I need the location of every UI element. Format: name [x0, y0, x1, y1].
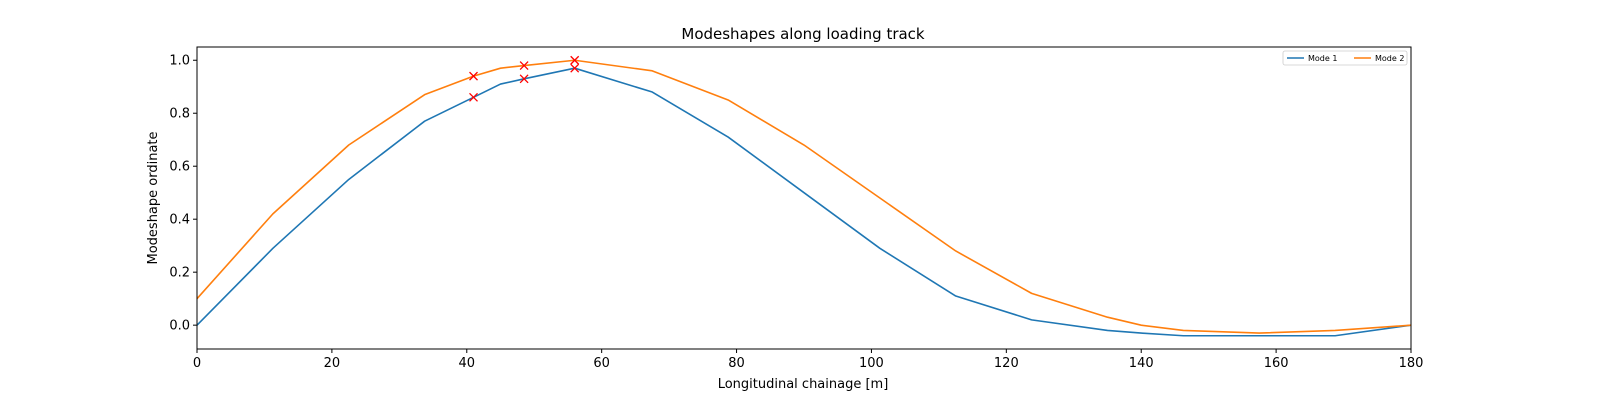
- x-tick-label: 120: [994, 356, 1019, 371]
- marker-x-4: [469, 71, 478, 81]
- series-line-2: [196, 59, 1412, 334]
- marker-x-6: [570, 55, 580, 65]
- axes: 0 20 40 60 80 100 120 140 160 180 0.0 0.2 0.4 0.6 0.8 1…: [169, 46, 1424, 371]
- y-tick-label: 0.6: [169, 160, 190, 175]
- y-tick-label: 0.0: [169, 319, 190, 334]
- x-tick-label: 100: [859, 356, 884, 371]
- legend-label-2: Mode 2: [1375, 54, 1404, 63]
- marker-stroke: [519, 61, 529, 71]
- x-tick-label: 0: [193, 356, 201, 371]
- x-tick-label: 20: [324, 356, 341, 371]
- marker-x-3: [570, 63, 580, 73]
- x-axis-label: Longitudinal chainage [m]: [718, 377, 889, 392]
- x-tick-label: 80: [728, 356, 745, 371]
- x-tick-label: 180: [1399, 356, 1424, 371]
- series-line-1: [196, 67, 1412, 337]
- axes-frame: [196, 46, 1412, 350]
- y-tick-label: 0.8: [169, 107, 190, 122]
- y-tick-label: 0.2: [169, 266, 190, 281]
- x-tick-label: 60: [593, 356, 610, 371]
- x-tick-label: 40: [459, 356, 476, 371]
- marker-stroke: [519, 74, 529, 84]
- marker-stroke: [469, 92, 478, 102]
- legend: Mode 1 Mode 2: [1282, 50, 1408, 66]
- marker-stroke: [469, 71, 478, 81]
- y-axis-label: Modeshape ordinate: [146, 131, 161, 264]
- marker-stroke: [570, 55, 580, 65]
- marker-x-2: [519, 74, 529, 84]
- marker-x-1: [469, 92, 478, 102]
- chart-title: Modeshapes along loading track: [681, 25, 925, 43]
- marker-x-5: [519, 61, 529, 71]
- y-tick-label: 0.4: [169, 213, 190, 228]
- y-tick-label: 1.0: [169, 54, 190, 69]
- marker-stroke: [570, 63, 580, 73]
- plot-area: [196, 55, 1412, 337]
- legend-label-1: Mode 1: [1308, 54, 1337, 63]
- legend-box: [1282, 50, 1408, 66]
- x-tick-label: 140: [1129, 356, 1154, 371]
- x-tick-label: 160: [1264, 356, 1289, 371]
